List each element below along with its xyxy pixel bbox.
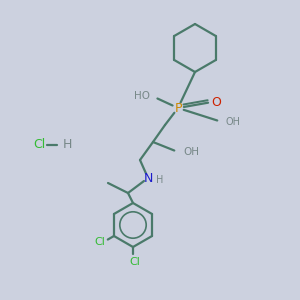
Text: H: H <box>63 139 72 152</box>
Text: Cl: Cl <box>33 139 45 152</box>
Text: OH: OH <box>183 147 199 157</box>
Text: N: N <box>143 172 153 184</box>
Text: Cl: Cl <box>130 257 140 267</box>
Text: HO: HO <box>134 91 150 101</box>
Text: Cl: Cl <box>94 237 105 247</box>
Text: O: O <box>211 95 221 109</box>
Text: OH: OH <box>226 117 241 127</box>
Text: P: P <box>174 101 182 115</box>
Text: H: H <box>156 175 164 185</box>
